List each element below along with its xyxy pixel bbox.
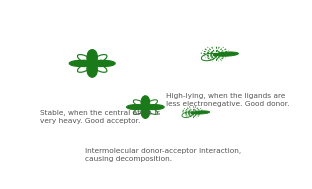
- Circle shape: [89, 62, 95, 65]
- Ellipse shape: [92, 60, 115, 67]
- Ellipse shape: [216, 52, 238, 56]
- Text: Stable, when the central atom is
very heavy. Good acceptor.: Stable, when the central atom is very he…: [40, 110, 160, 125]
- Ellipse shape: [69, 60, 92, 67]
- Ellipse shape: [127, 105, 145, 110]
- Text: High-lying, when the ligands are
less electronegative. Good donor.: High-lying, when the ligands are less el…: [166, 93, 290, 107]
- Circle shape: [214, 53, 217, 56]
- Text: Intermolecular donor-acceptor interaction,
causing decomposition.: Intermolecular donor-acceptor interactio…: [85, 148, 241, 162]
- Ellipse shape: [193, 111, 210, 114]
- Circle shape: [191, 112, 194, 114]
- Circle shape: [143, 105, 148, 109]
- Ellipse shape: [141, 107, 149, 119]
- Ellipse shape: [145, 105, 164, 110]
- Ellipse shape: [87, 50, 97, 64]
- Ellipse shape: [87, 64, 97, 77]
- Ellipse shape: [141, 96, 149, 107]
